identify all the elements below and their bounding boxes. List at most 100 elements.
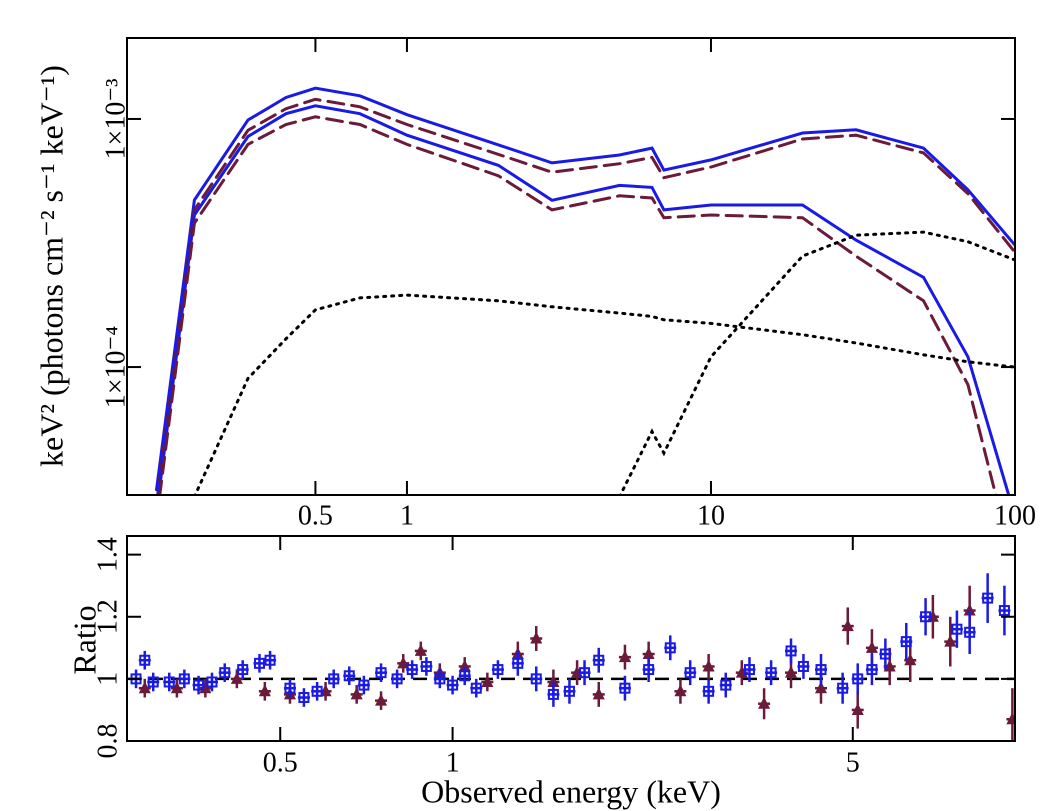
data-point: [206, 676, 218, 688]
y-axis-title: keV² (photons cm⁻² s⁻¹ keV⁻¹): [33, 65, 69, 467]
y-tick-label: 1: [92, 672, 123, 686]
data-point: [963, 603, 976, 616]
y-tick-label: 0.8: [92, 724, 123, 759]
data-point: [470, 682, 482, 694]
data-point: [139, 654, 151, 666]
data-point: [998, 605, 1010, 617]
data-point: [459, 670, 471, 682]
x-tick-label: 100: [994, 500, 1036, 531]
x-tick-label: 0.5: [298, 500, 333, 531]
data-point: [492, 664, 504, 676]
data-point: [284, 682, 296, 694]
data-point: [343, 670, 355, 682]
data-point: [765, 667, 777, 679]
data-point: [815, 664, 827, 676]
model-curve: [158, 115, 998, 495]
data-point: [951, 623, 963, 635]
data-point: [592, 687, 605, 700]
data-point: [900, 636, 912, 648]
data-point: [785, 665, 798, 678]
data-point: [664, 642, 676, 654]
data-point: [815, 681, 828, 694]
data-point: [563, 685, 575, 697]
data-point: [163, 676, 175, 688]
data-point: [703, 685, 715, 697]
data-point: [619, 682, 631, 694]
x-axis-title: Observed energy (keV): [421, 773, 721, 809]
data-point: [879, 648, 891, 660]
y-tick-label: 1×10⁻⁴: [100, 326, 131, 408]
y-tick-label: 1.4: [92, 537, 123, 572]
data-point: [982, 592, 994, 604]
data-point: [414, 643, 427, 656]
data-point: [447, 679, 459, 691]
data-point: [230, 671, 243, 684]
model-curve: [156, 97, 1015, 495]
plot-frame: [126, 37, 1016, 496]
data-point: [643, 664, 655, 676]
data-point: [579, 667, 591, 679]
data-point: [797, 660, 809, 672]
data-point: [547, 674, 560, 687]
x-tick-label: 1: [400, 500, 414, 531]
data-point: [841, 619, 854, 632]
data-point: [237, 664, 249, 676]
data-point: [391, 673, 403, 685]
data-point: [258, 684, 271, 697]
x-tick-label: 5: [846, 747, 860, 778]
data-point: [674, 684, 687, 697]
data-point: [375, 667, 387, 679]
data-point: [358, 679, 370, 691]
data-point: [702, 659, 715, 672]
data-point: [904, 653, 917, 666]
data-point: [434, 673, 446, 685]
data-point: [944, 634, 957, 647]
data-point: [547, 688, 559, 700]
y-tick-label: 1×10⁻³: [100, 78, 131, 159]
data-point: [311, 685, 323, 697]
data-point: [406, 664, 418, 676]
data-point: [328, 673, 340, 685]
data-point: [720, 679, 732, 691]
x-tick-label: 0.5: [263, 747, 298, 778]
data-point: [512, 657, 524, 669]
model-curve: [155, 86, 1015, 492]
data-point: [530, 631, 543, 644]
data-point: [219, 667, 231, 679]
data-point: [618, 650, 631, 663]
data-point: [851, 702, 864, 715]
plot-area: [127, 573, 1015, 741]
data-point: [758, 696, 771, 709]
data-point: [883, 659, 896, 672]
data-point: [852, 673, 864, 685]
data-point: [684, 667, 696, 679]
data-point: [964, 626, 976, 638]
data-point: [397, 656, 410, 669]
data-point: [298, 692, 310, 704]
data-point: [458, 659, 471, 672]
data-point: [1006, 712, 1015, 725]
data-point: [147, 676, 159, 688]
model-curve: [193, 293, 1015, 495]
data-point: [264, 654, 276, 666]
data-point: [642, 647, 655, 660]
y-axis-title: Ratio: [66, 605, 102, 674]
y-tick-label: 1.2: [92, 599, 123, 634]
plot-area: [155, 86, 1015, 495]
data-point: [420, 660, 432, 672]
data-point: [375, 693, 388, 706]
data-point: [743, 664, 755, 676]
data-point: [170, 681, 183, 694]
data-point: [837, 682, 849, 694]
data-point: [193, 679, 205, 691]
data-point: [178, 673, 190, 685]
model-curve: [618, 230, 1015, 495]
data-point: [481, 674, 494, 687]
data-point: [138, 681, 151, 694]
plot-frame: [126, 535, 1016, 742]
x-tick-label: 1: [446, 747, 460, 778]
data-point: [350, 687, 363, 700]
data-point: [593, 654, 605, 666]
data-point: [530, 673, 542, 685]
